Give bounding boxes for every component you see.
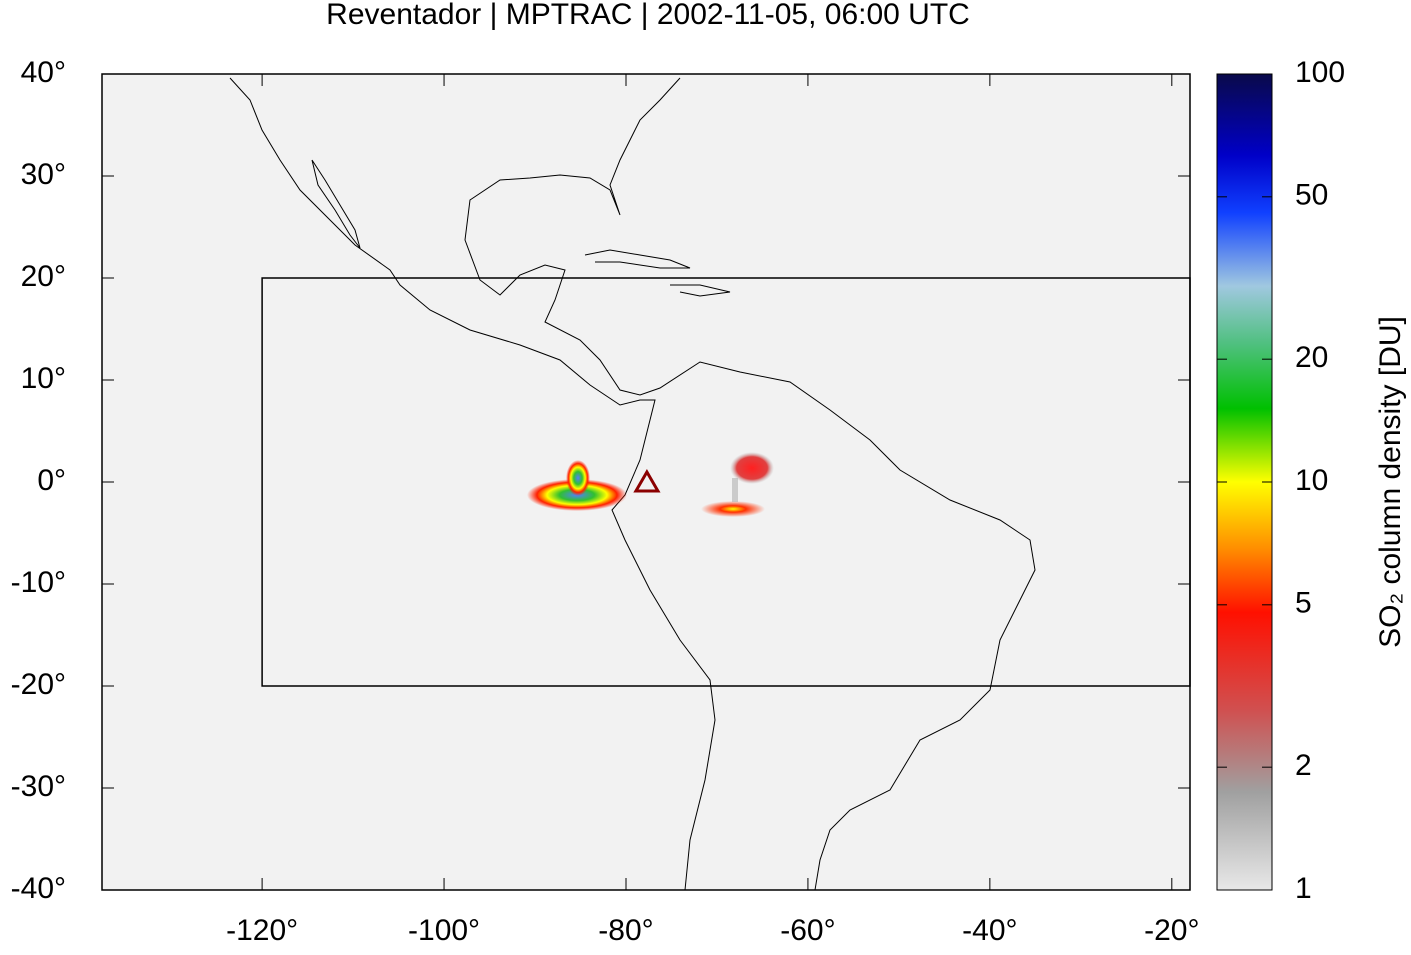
coastlines [229,77,1036,891]
x-tick-label: -60° [780,914,835,947]
plume [730,452,774,484]
y-tick-label: -40° [11,872,66,905]
plume [566,460,590,496]
y-tick-label: -10° [11,566,66,599]
x-tick-label: -120° [226,914,298,947]
so2-plumes [527,452,774,517]
x-tick-label: -100° [408,914,480,947]
plume [732,478,738,502]
x-tick-label: -20° [1144,914,1199,947]
y-tick-label: 40° [21,56,66,89]
colorbar-tick-label: 20 [1295,341,1328,374]
plot-area [102,74,1190,890]
y-tick-label: -30° [11,770,66,803]
colorbar-tick-label: 5 [1295,587,1312,620]
y-tick-label: 10° [21,362,66,395]
x-tick-label: -40° [962,914,1017,947]
volcano-marker [633,469,661,493]
chart-title: Reventador | MPTRAC | 2002-11-05, 06:00 … [326,0,970,31]
y-tick-label: 30° [21,158,66,191]
y-tick-label: -20° [11,668,66,701]
colorbar-tick-label: 2 [1295,749,1312,782]
colorbar-tick-label: 1 [1295,872,1312,905]
colorbar-tick-label: 100 [1295,56,1345,89]
colorbar-label: SO₂ column density [DU] [1374,316,1407,648]
colorbar-tick-label: 10 [1295,464,1328,497]
colorbar-tick-label: 50 [1295,179,1328,212]
plume [701,501,765,517]
y-tick-label: 0° [37,464,66,497]
x-tick-label: -80° [598,914,653,947]
y-tick-label: 20° [21,260,66,293]
